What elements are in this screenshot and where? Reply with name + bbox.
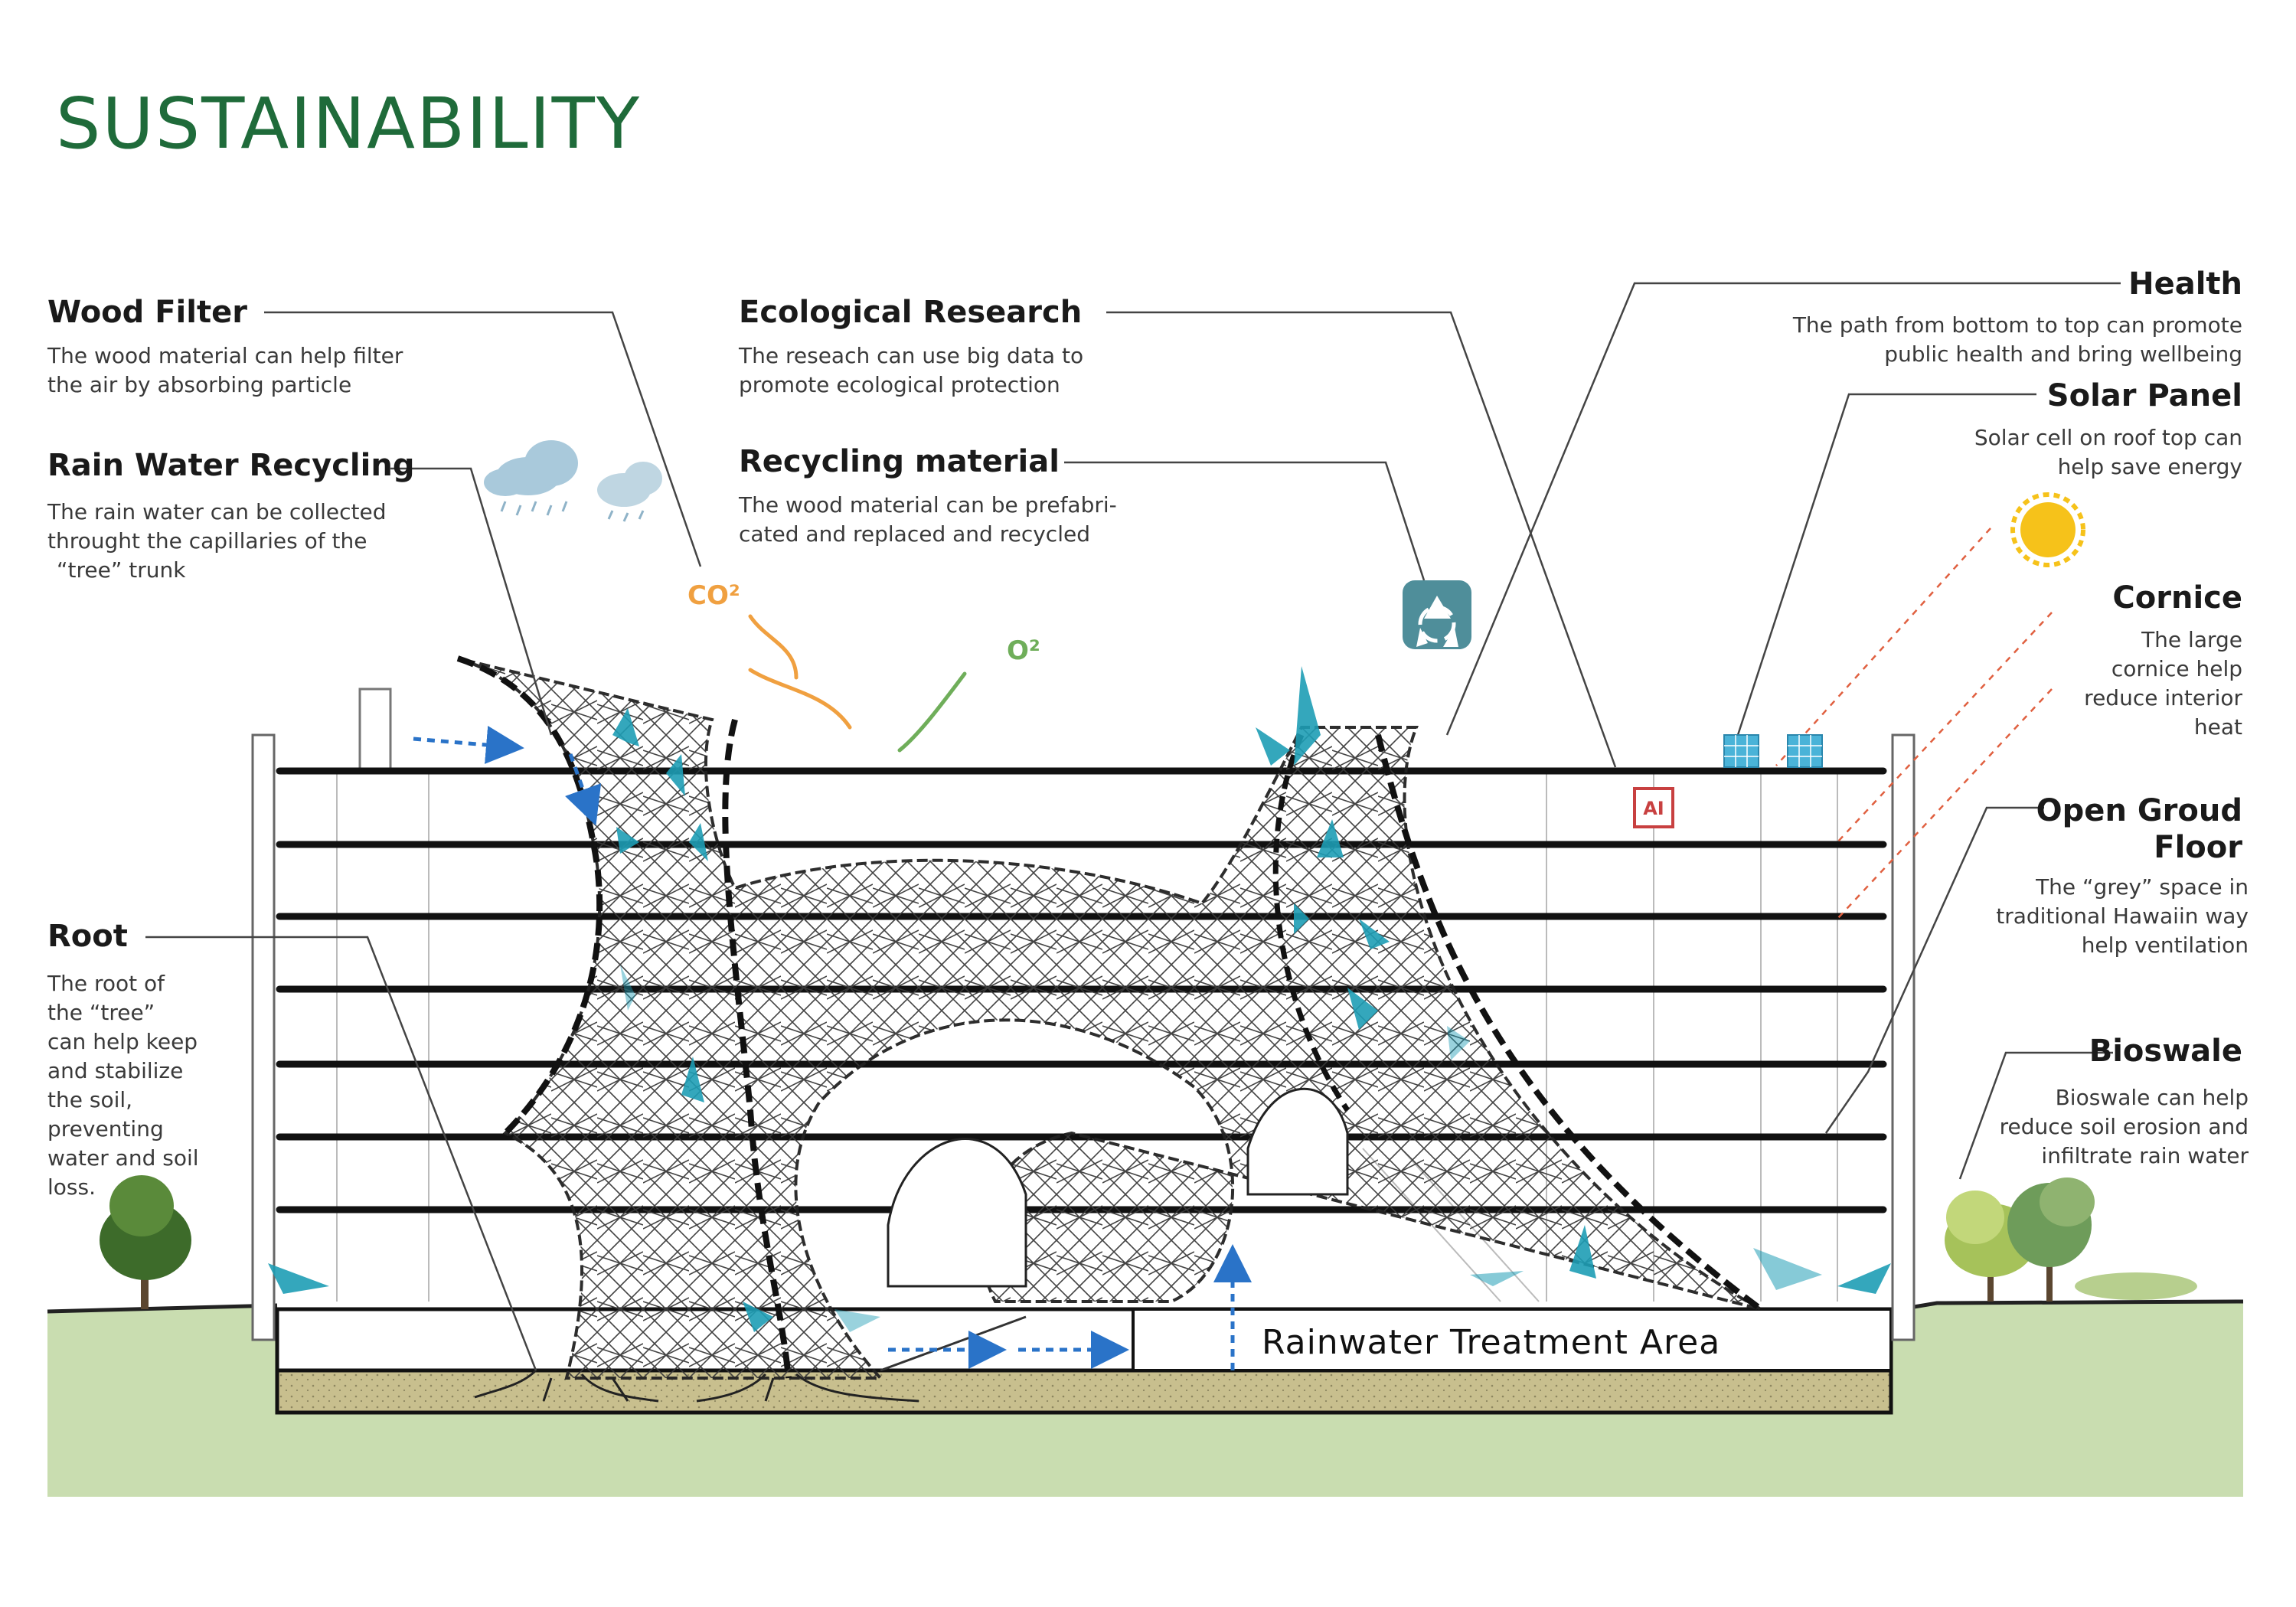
- ecological-research-desc: The reseach can use big data to promote …: [739, 343, 1084, 397]
- recycling-material-title: Recycling material: [739, 444, 1060, 479]
- airflow-arrows: [268, 666, 1891, 1332]
- svg-text:AI: AI: [1643, 798, 1664, 819]
- recycle-icon: [1403, 580, 1471, 649]
- o2-label: O²: [1007, 635, 1040, 666]
- wood-filter-desc: The wood material can help filter the ai…: [47, 343, 403, 397]
- bioswale-desc: Bioswale can help reduce soil erosion an…: [1999, 1085, 2249, 1168]
- rain-water-title: Rain Water Recycling: [47, 448, 415, 483]
- cornice-desc: The large cornice help reduce interior h…: [2084, 627, 2242, 740]
- tree-icon-right: [1945, 1177, 2197, 1302]
- wood-filter-title: Wood Filter: [47, 295, 247, 330]
- rain-water-desc: The rain water can be collected throught…: [47, 499, 387, 583]
- gas-wisps: [748, 614, 967, 753]
- open-ground-floor-desc: The “grey” space in traditional Hawaiin …: [1996, 874, 2249, 958]
- health-title: Health: [2128, 266, 2242, 302]
- page-title: SUSTAINABILITY: [56, 83, 642, 165]
- ai-chip-icon: AI: [1633, 787, 1674, 828]
- water-flow-arrows: [413, 726, 1252, 1370]
- cloud-rain-icon: [484, 440, 662, 522]
- co2-label: CO²: [687, 580, 740, 611]
- sun-icon: [2010, 492, 2085, 567]
- solar-panel-title: Solar Panel: [2046, 378, 2242, 413]
- leader-lines: [145, 282, 2121, 1371]
- health-desc: The path from bottom to top can promote …: [1792, 312, 2242, 367]
- tree-icon: [100, 1175, 191, 1309]
- cornice-title: Cornice: [2112, 580, 2242, 616]
- ecological-research-title: Ecological Research: [739, 295, 1083, 330]
- roots: [474, 1369, 919, 1403]
- wood-lattice-structure: [456, 655, 1763, 1380]
- root-title: Root: [47, 919, 128, 954]
- root-desc: The root of the “tree” can help keep and…: [47, 971, 199, 1200]
- heat-lines: [1775, 528, 2053, 919]
- recycling-material-desc: The wood material can be prefabri- cated…: [739, 492, 1117, 547]
- rainwater-treatment-label: Rainwater Treatment Area: [1262, 1323, 1721, 1362]
- solar-panel-icon: [1723, 734, 1823, 768]
- open-ground-floor-title: Open Groud Floor: [2036, 793, 2242, 865]
- solar-panel-desc: Solar cell on roof top can help save ene…: [1974, 425, 2242, 479]
- bioswale-title: Bioswale: [2089, 1034, 2242, 1069]
